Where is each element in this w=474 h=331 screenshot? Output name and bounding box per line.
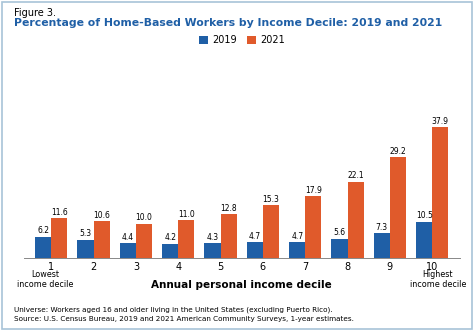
Text: 22.1: 22.1 [347,171,364,180]
Text: 10.0: 10.0 [136,213,152,222]
Text: 11.0: 11.0 [178,210,195,219]
Text: 4.7: 4.7 [249,231,261,241]
Text: 4.7: 4.7 [291,231,303,241]
Bar [347,182,364,258]
Text: 5.6: 5.6 [334,228,346,237]
Text: 11.6: 11.6 [51,208,68,217]
Text: 10.5: 10.5 [416,212,433,220]
Text: 29.2: 29.2 [390,147,406,156]
Text: Percentage of Home-Based Workers by Income Decile: 2019 and 2021: Percentage of Home-Based Workers by Inco… [14,18,442,28]
Bar [204,243,220,258]
Bar [416,222,432,258]
Bar [390,157,406,258]
Text: Highest
income decile: Highest income decile [410,270,466,289]
Bar [178,220,194,258]
Bar [162,244,178,258]
Text: 5.3: 5.3 [80,229,91,238]
Text: 4.3: 4.3 [207,233,219,242]
Bar [432,127,448,258]
Text: 15.3: 15.3 [263,195,279,204]
Bar [93,221,109,258]
Text: 37.9: 37.9 [432,117,449,126]
Bar [263,205,279,258]
Bar [220,214,237,258]
Text: 7.3: 7.3 [376,222,388,232]
Text: 10.6: 10.6 [93,211,110,220]
Bar [136,223,152,258]
Bar [374,233,390,258]
Text: Source: U.S. Census Bureau, 2019 and 2021 American Community Surveys, 1-year est: Source: U.S. Census Bureau, 2019 and 202… [14,316,354,322]
Text: Lowest
income decile: Lowest income decile [18,270,73,289]
Text: Figure 3.: Figure 3. [14,8,56,18]
Text: 17.9: 17.9 [305,186,322,195]
Text: 6.2: 6.2 [37,226,49,235]
Bar [247,242,263,258]
Text: Annual personal income decile: Annual personal income decile [151,280,332,290]
Legend: 2019, 2021: 2019, 2021 [195,31,289,49]
Bar [331,239,347,258]
Text: 4.4: 4.4 [122,233,134,242]
Bar [35,237,51,258]
Text: 12.8: 12.8 [220,204,237,213]
Bar [77,240,93,258]
Text: Universe: Workers aged 16 and older living in the United States (excluding Puert: Universe: Workers aged 16 and older livi… [14,306,333,313]
Bar [120,243,136,258]
Text: 4.2: 4.2 [164,233,176,242]
Bar [289,242,305,258]
Bar [305,196,321,258]
Bar [51,218,67,258]
